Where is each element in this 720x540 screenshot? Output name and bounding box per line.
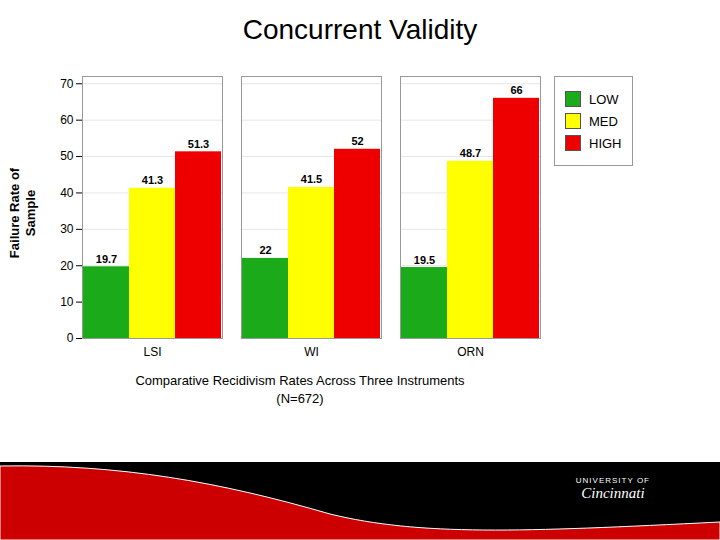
svg-text:40: 40 [60, 186, 74, 200]
svg-text:19.7: 19.7 [96, 253, 117, 265]
svg-text:51.3: 51.3 [188, 138, 209, 150]
svg-text:10: 10 [60, 295, 74, 309]
svg-text:60: 60 [60, 113, 74, 127]
svg-text:50: 50 [60, 149, 74, 163]
svg-text:LSI: LSI [143, 345, 161, 359]
svg-text:41.5: 41.5 [301, 173, 322, 185]
html-text:LOW: LOW [589, 91, 619, 107]
html-text:Comparative Recidivism Rates A: Comparative Recidivism Rates Across Thre… [135, 373, 465, 388]
html-text:UNIVERSITY OF: UNIVERSITY OF [575, 476, 650, 485]
svg-text:19.5: 19.5 [414, 254, 435, 266]
svg-text:ORN: ORN [457, 345, 484, 359]
html-text:Concurrent Validity: Concurrent Validity [242, 14, 478, 45]
svg-text:30: 30 [60, 222, 74, 236]
svg-text:0: 0 [67, 331, 74, 345]
svg-text:22: 22 [259, 244, 271, 256]
html-text:Sample: Sample [23, 189, 38, 237]
svg-text:70: 70 [60, 77, 74, 91]
svg-text:20: 20 [60, 259, 74, 273]
html-text:Failure Rate of: Failure Rate of [7, 167, 23, 259]
svg-text:52: 52 [351, 135, 363, 147]
html-text:(N=672): (N=672) [276, 391, 324, 407]
html-text:Cincinnati: Cincinnati [581, 485, 645, 501]
svg-text:66: 66 [510, 84, 522, 96]
html-text:MED: MED [589, 113, 618, 129]
svg-text:WI: WI [304, 345, 319, 359]
svg-text:48.7: 48.7 [460, 147, 481, 159]
svg-text:41.3: 41.3 [142, 174, 163, 186]
html-text:HIGH: HIGH [589, 135, 622, 151]
